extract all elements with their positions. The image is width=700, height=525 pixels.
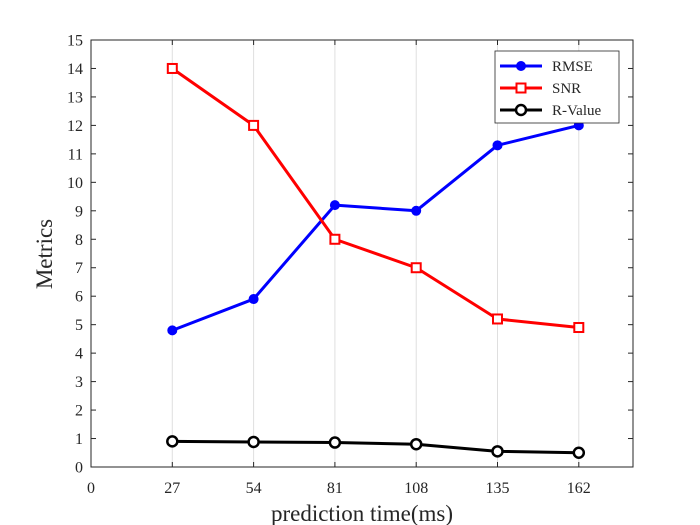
- x-tick-label: 108: [404, 480, 428, 497]
- series-line-snr: [171, 67, 579, 330]
- data-point-rmse: [411, 205, 422, 216]
- axes-box: [90, 39, 634, 468]
- y-tick-label: 1: [75, 431, 83, 448]
- y-tick-label: 2: [75, 403, 83, 420]
- data-point-r-value: [328, 436, 342, 449]
- data-point-r-value: [166, 435, 179, 448]
- x-tick-label: 0: [87, 480, 95, 497]
- data-point-snr: [166, 62, 178, 74]
- y-tick-label: 12: [67, 118, 83, 135]
- data-point-snr: [573, 322, 585, 334]
- data-point-rmse: [248, 294, 259, 305]
- y-tick-label: 6: [75, 289, 83, 306]
- data-point-r-value: [572, 446, 586, 460]
- axes: [90, 39, 634, 468]
- data-point-r-value: [409, 437, 423, 451]
- data-point-snr: [492, 313, 503, 325]
- grid: [171, 40, 580, 467]
- x-tick-label: 27: [164, 480, 180, 497]
- data-point-snr: [410, 262, 422, 274]
- y-tick-label: 5: [75, 317, 83, 334]
- y-tick-label: 14: [67, 61, 83, 78]
- data-point-snr: [248, 119, 260, 131]
- y-axis-title: Metrics: [32, 219, 57, 289]
- y-tick-label: 3: [75, 374, 83, 391]
- y-tick-label: 0: [75, 460, 83, 477]
- legend-marker-r-value: [514, 103, 528, 117]
- series-line-r-value: [172, 439, 579, 455]
- x-tick-label: 162: [567, 480, 591, 497]
- legend-marker-rmse: [516, 61, 526, 71]
- x-tick-label: 135: [486, 480, 510, 497]
- y-tick-label: 10: [67, 175, 83, 192]
- y-tick-label: 7: [75, 260, 83, 277]
- x-tick-label: 81: [327, 480, 343, 497]
- data-point-r-value: [491, 445, 504, 458]
- legend: RMSE SNR R-Value: [494, 50, 620, 124]
- legend-label-rmse: RMSE: [552, 59, 593, 75]
- x-tick-label: 54: [246, 480, 262, 497]
- legend-label-snr: SNR: [552, 81, 581, 97]
- data-point-r-value: [247, 435, 260, 449]
- y-tick-label: 13: [67, 89, 83, 106]
- data-point-rmse: [329, 200, 340, 211]
- legend-label-r-value: R-Value: [552, 103, 601, 119]
- y-tick-label: 9: [75, 203, 83, 220]
- data-point-rmse: [167, 325, 178, 336]
- series-line-rmse: [171, 123, 580, 332]
- x-axis-title: prediction time(ms): [271, 501, 453, 525]
- legend-marker-snr: [515, 82, 527, 94]
- y-tick-label: 11: [68, 146, 83, 163]
- y-tick-label: 8: [75, 232, 83, 249]
- series: [166, 62, 586, 460]
- data-point-snr: [329, 233, 341, 245]
- data-point-rmse: [492, 140, 503, 151]
- y-tick-label: 15: [67, 33, 83, 50]
- y-tick-label: 4: [75, 346, 83, 363]
